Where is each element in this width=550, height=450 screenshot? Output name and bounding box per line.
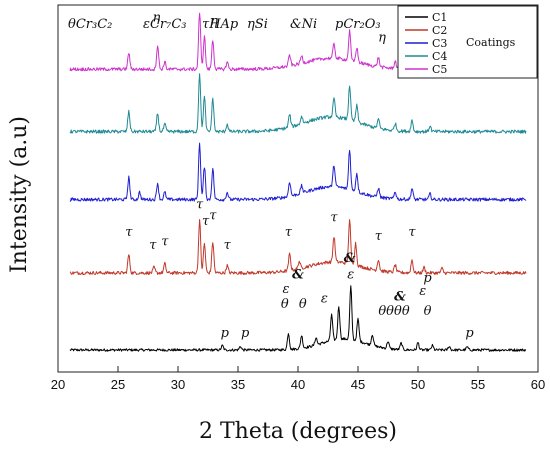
x-tick-label: 25 xyxy=(111,377,125,392)
peak-marker: & xyxy=(394,289,406,304)
peak-marker: ε xyxy=(419,284,426,299)
peak-marker: & xyxy=(292,267,304,282)
peak-marker: τ xyxy=(224,238,232,253)
peak-marker: τ xyxy=(202,214,210,229)
peak-marker: p xyxy=(241,326,250,341)
peak-marker: ε xyxy=(321,291,328,306)
peak-marker: τ xyxy=(161,234,169,249)
series-layer xyxy=(69,12,527,352)
peak-marker: θθθθ xyxy=(378,304,409,319)
series-line-c4 xyxy=(69,73,527,134)
peak-marker: τ xyxy=(196,198,204,213)
y-axis-label: Intensity (a.u) xyxy=(7,116,32,273)
phase-key: θCr₃C₂ εCr₇C₃ τHAp ηSi &Ni pCr₂O₃ xyxy=(68,17,381,32)
legend-label-c4: C4 xyxy=(432,50,447,63)
peak-marker: p xyxy=(465,326,474,341)
peak-marker: τ xyxy=(285,225,293,240)
peak-marker: θ xyxy=(299,297,307,312)
peak-marker: p xyxy=(423,271,432,286)
peak-marker: θ xyxy=(281,297,289,312)
peak-marker: p xyxy=(221,326,230,341)
peak-marker: η xyxy=(210,14,218,29)
x-tick-label: 45 xyxy=(351,377,365,392)
phase-key-item: θCr₃C₂ xyxy=(68,17,112,32)
x-tick-label: 50 xyxy=(411,377,425,392)
x-tick-label: 30 xyxy=(171,377,185,392)
peak-marker: τ xyxy=(408,225,416,240)
peak-marker: τ xyxy=(375,229,383,244)
legend-box xyxy=(397,5,538,79)
x-tick-label: 35 xyxy=(231,377,245,392)
x-tick-label: 20 xyxy=(51,377,65,392)
peak-marker: τ xyxy=(330,211,338,226)
phase-key-item: pCr₂O₃ xyxy=(335,17,381,32)
peak-marker: τ xyxy=(149,238,157,253)
peak-marker: θ xyxy=(424,304,432,319)
peak-marker: τ xyxy=(209,209,217,224)
peak-marker: τ xyxy=(125,225,133,240)
x-tick-label: 55 xyxy=(471,377,485,392)
phase-key-item: τHAp xyxy=(202,17,239,32)
x-tick-label: 40 xyxy=(291,377,305,392)
legend-label-c1: C1 xyxy=(432,11,447,24)
x-tick-label: 60 xyxy=(531,377,545,392)
peak-marker: ε xyxy=(283,282,290,297)
phase-key-item: ηSi xyxy=(247,17,268,32)
peak-marker: & xyxy=(344,251,356,266)
series-line-c2 xyxy=(69,219,527,276)
peak-marker: η xyxy=(378,31,386,46)
series-line-c1 xyxy=(69,285,527,352)
peak-marker: η xyxy=(153,11,161,26)
phase-key-item: &Ni xyxy=(290,17,317,32)
legend-label-c5: C5 xyxy=(432,63,447,76)
x-axis-ticks: 20 25 30 35 40 45 50 55 60 xyxy=(51,366,545,392)
legend-label-c3: C3 xyxy=(432,37,447,50)
phase-key-item: εCr₇C₃ xyxy=(143,17,187,32)
peak-marker: ε xyxy=(347,267,354,282)
x-axis-label: 2 Theta (degrees) xyxy=(199,419,397,444)
series-line-c3 xyxy=(69,142,527,202)
legend-title: Coatings xyxy=(466,36,516,49)
legend-label-c2: C2 xyxy=(432,24,447,37)
